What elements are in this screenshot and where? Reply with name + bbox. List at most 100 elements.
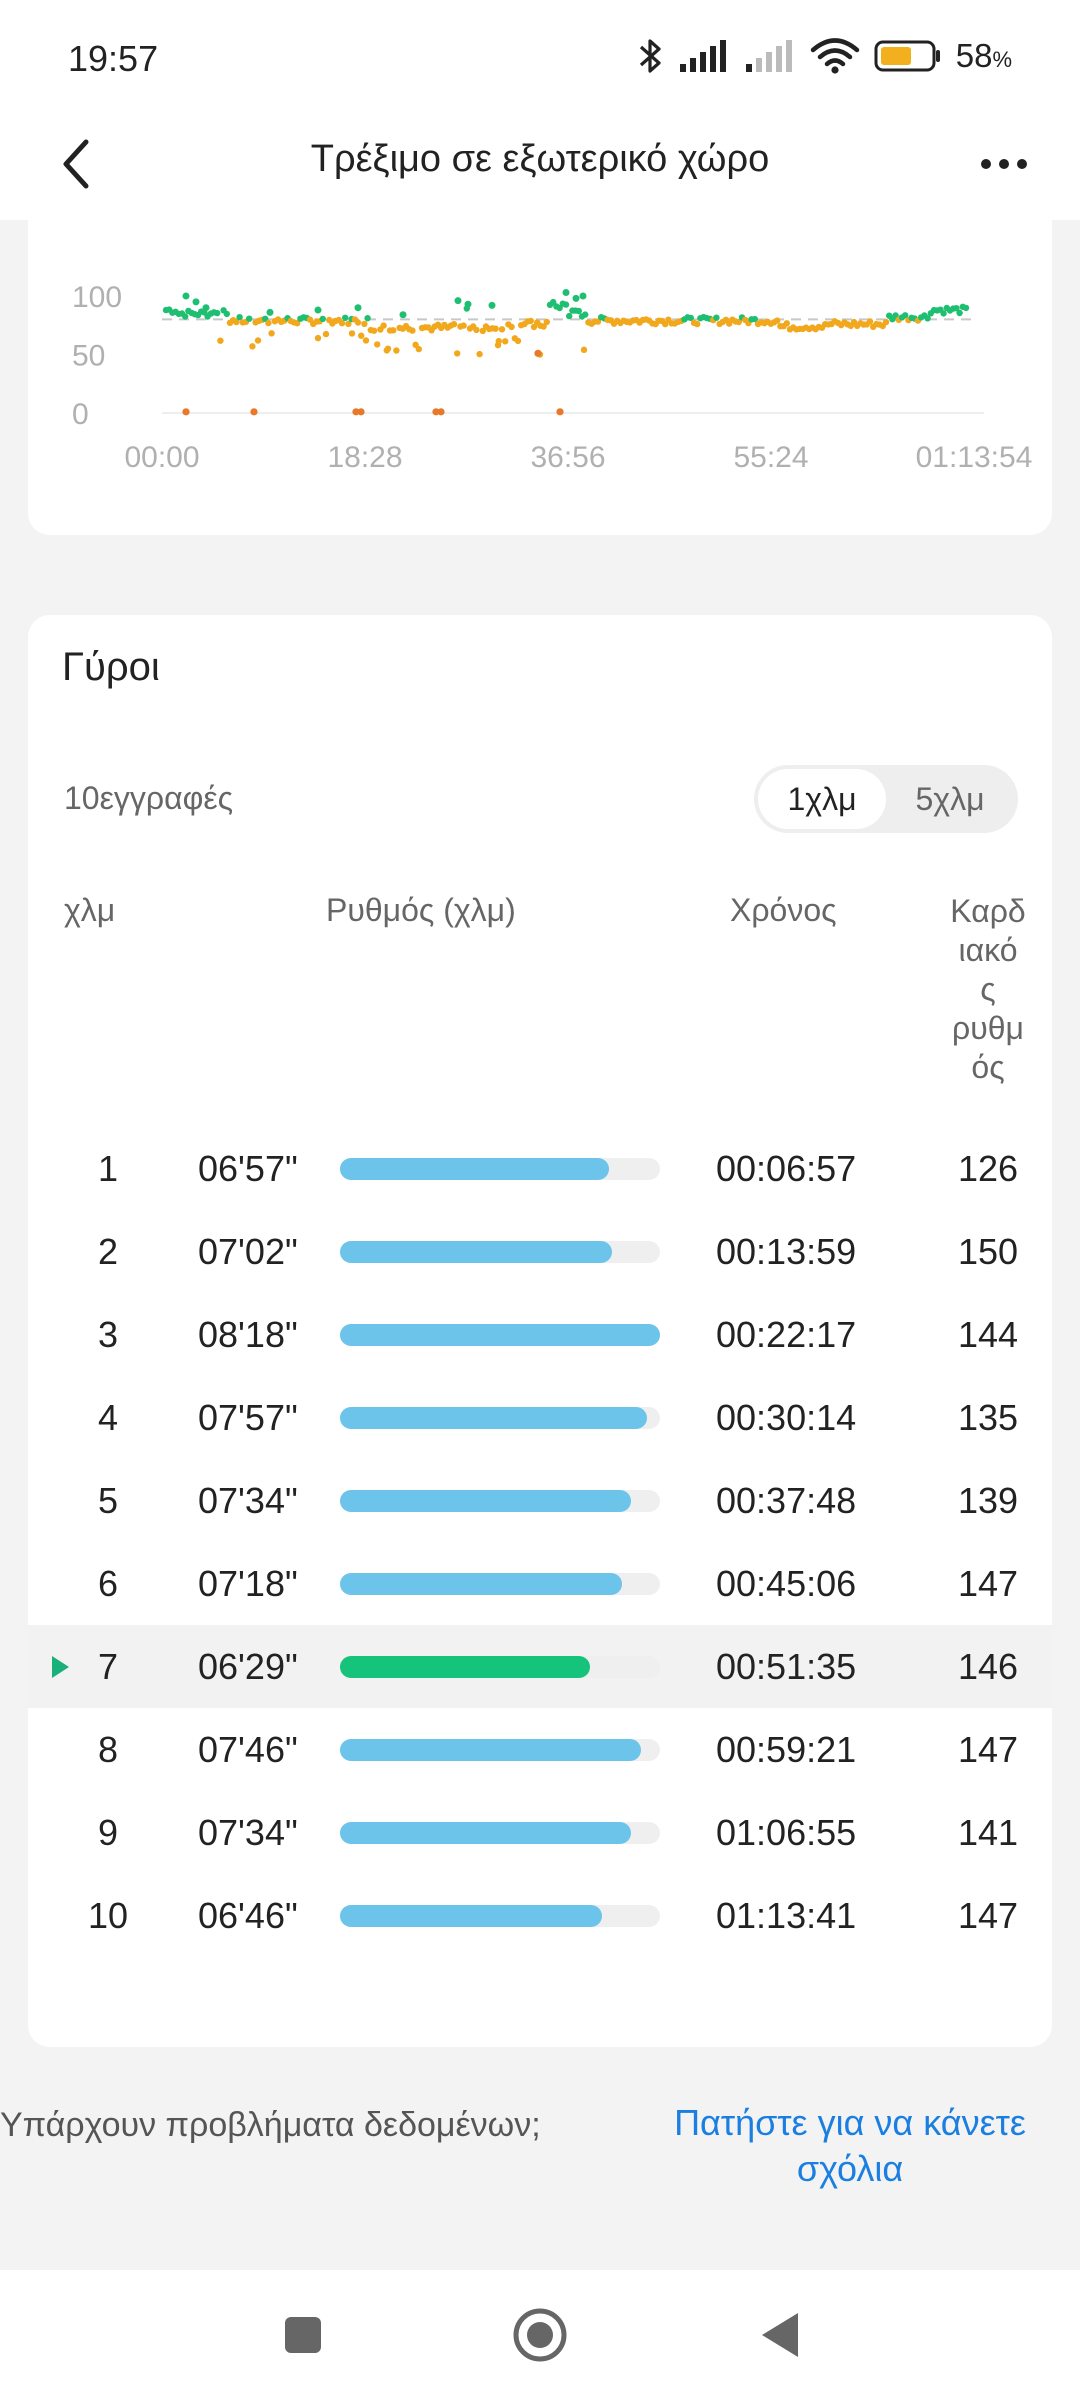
column-header-km: χλμ	[64, 892, 116, 928]
heart-rate-point	[694, 320, 701, 328]
pace-bar	[340, 1459, 660, 1542]
pace-bar-track	[340, 1240, 660, 1263]
heart-rate-point	[415, 345, 422, 353]
home-button[interactable]	[505, 2300, 575, 2370]
lap-row[interactable]: 9 07'34" 01:06:55 141	[28, 1791, 1052, 1874]
pace-bar-track	[340, 1655, 660, 1678]
lap-heart-rate: 146	[957, 1645, 1019, 1687]
heart-rate-point	[236, 314, 243, 321]
heart-rate-point	[580, 346, 588, 354]
pace-bar	[340, 1625, 660, 1708]
pace-bar	[340, 1376, 660, 1459]
recents-square-icon	[285, 2317, 321, 2353]
lap-km: 3	[97, 1313, 119, 1355]
heart-rate-point	[572, 294, 580, 302]
column-header-pace: Ρυθμός (χλμ)	[326, 892, 516, 928]
heart-rate-point	[473, 326, 480, 334]
lap-heart-rate: 126	[957, 1147, 1019, 1189]
lap-km: 10	[87, 1894, 129, 1936]
heart-rate-point	[492, 325, 499, 332]
heart-rate-point	[393, 347, 400, 354]
pace-bar-fill	[340, 1157, 609, 1180]
recents-button[interactable]	[268, 2300, 338, 2370]
play-marker-icon	[52, 1655, 69, 1678]
page-title: Τρέξιμο σε εξωτερικό χώρο	[310, 138, 770, 180]
more-dots-icon	[981, 159, 1027, 169]
pace-bar	[340, 1708, 660, 1791]
lap-heart-rate: 147	[957, 1728, 1019, 1770]
back-button[interactable]	[40, 128, 112, 200]
lap-pace: 07'34"	[198, 1811, 298, 1853]
x-tick-label: 18:28	[327, 441, 402, 474]
heart-rate-point	[390, 327, 397, 334]
heart-rate-point	[342, 314, 349, 321]
lap-heart-rate: 141	[957, 1811, 1019, 1853]
lap-row[interactable]: 3 08'18" 00:22:17 144	[28, 1293, 1052, 1376]
lap-km: 9	[97, 1811, 119, 1853]
lap-row[interactable]: 7 06'29" 00:51:35 146	[28, 1625, 1052, 1708]
more-options-button[interactable]	[968, 128, 1040, 200]
lap-pace: 07'34"	[198, 1479, 298, 1521]
pace-bar-fill	[340, 1240, 612, 1263]
lap-time: 00:13:59	[716, 1230, 857, 1272]
pace-bar-fill	[340, 1738, 641, 1761]
heart-rate-point	[202, 304, 210, 312]
heart-rate-point	[783, 320, 790, 327]
heart-rate-point	[409, 327, 416, 334]
heart-rate-point	[357, 408, 365, 416]
column-header-time: Χρόνος	[730, 892, 837, 928]
heart-rate-point	[182, 313, 189, 320]
heart-rate-point	[454, 297, 462, 305]
lap-row[interactable]: 4 07'57" 00:30:14 135	[28, 1376, 1052, 1459]
toggle-5km[interactable]: 5χλμ	[915, 780, 985, 817]
selected-marker	[50, 1791, 78, 1874]
heart-rate-point	[437, 408, 445, 416]
pace-bar-track	[340, 1323, 660, 1346]
lap-km: 5	[97, 1479, 119, 1521]
status-time: 19:57	[68, 38, 159, 79]
lap-km: 2	[97, 1230, 119, 1272]
selected-marker	[50, 1542, 78, 1625]
heart-rate-point	[940, 310, 947, 317]
heart-rate-point	[882, 318, 890, 326]
feedback-link[interactable]: Πατήστε για να κάνετε σχόλια	[674, 2102, 1026, 2189]
lap-row[interactable]: 10 06'46" 01:13:41 147	[28, 1874, 1052, 1957]
heart-rate-point	[962, 304, 970, 312]
heart-rate-chart-card: 100 50 0 00:00 18:28 36:56 55:24 01:13:54	[28, 220, 1052, 535]
status-bar: 19:57 58%	[0, 0, 1080, 110]
y-tick-label: 100	[72, 281, 122, 314]
pace-bar-track	[340, 1489, 660, 1512]
selected-marker	[50, 1127, 78, 1210]
pace-bar-fill	[340, 1406, 648, 1429]
heart-rate-point	[514, 337, 522, 345]
lap-row[interactable]: 5 07'34" 00:37:48 139	[28, 1459, 1052, 1542]
heart-rate-point	[534, 349, 542, 357]
toggle-1km[interactable]: 1χλμ	[758, 769, 886, 829]
back-nav-button[interactable]	[745, 2300, 815, 2370]
heart-rate-point	[902, 312, 909, 319]
heart-rate-point	[479, 327, 486, 335]
heart-rate-point	[508, 323, 515, 331]
pace-bar-fill	[340, 1655, 590, 1678]
pace-bar	[340, 1210, 660, 1293]
heart-rate-point	[556, 408, 564, 416]
lap-row[interactable]: 1 06'57" 00:06:57 126	[28, 1127, 1052, 1210]
pace-bar-fill	[340, 1489, 632, 1512]
pace-bar-fill	[340, 1904, 603, 1927]
heart-rate-point	[182, 292, 190, 300]
lap-row[interactable]: 2 07'02" 00:13:59 150	[28, 1210, 1052, 1293]
heart-rate-point	[374, 341, 381, 348]
heart-rate-point	[380, 322, 387, 329]
heart-rate-point	[370, 327, 378, 334]
heart-rate-point	[182, 408, 190, 416]
selected-marker	[50, 1293, 78, 1376]
heart-rate-point	[314, 306, 322, 314]
lap-time: 00:30:14	[716, 1396, 857, 1438]
pace-bar	[340, 1127, 660, 1210]
system-nav-bar	[0, 2270, 1080, 2400]
pace-bar-fill	[340, 1821, 632, 1844]
heart-rate-point	[314, 334, 322, 342]
pace-bar-track	[340, 1904, 660, 1927]
lap-row[interactable]: 8 07'46" 00:59:21 147	[28, 1708, 1052, 1791]
lap-row[interactable]: 6 07'18" 00:45:06 147	[28, 1542, 1052, 1625]
